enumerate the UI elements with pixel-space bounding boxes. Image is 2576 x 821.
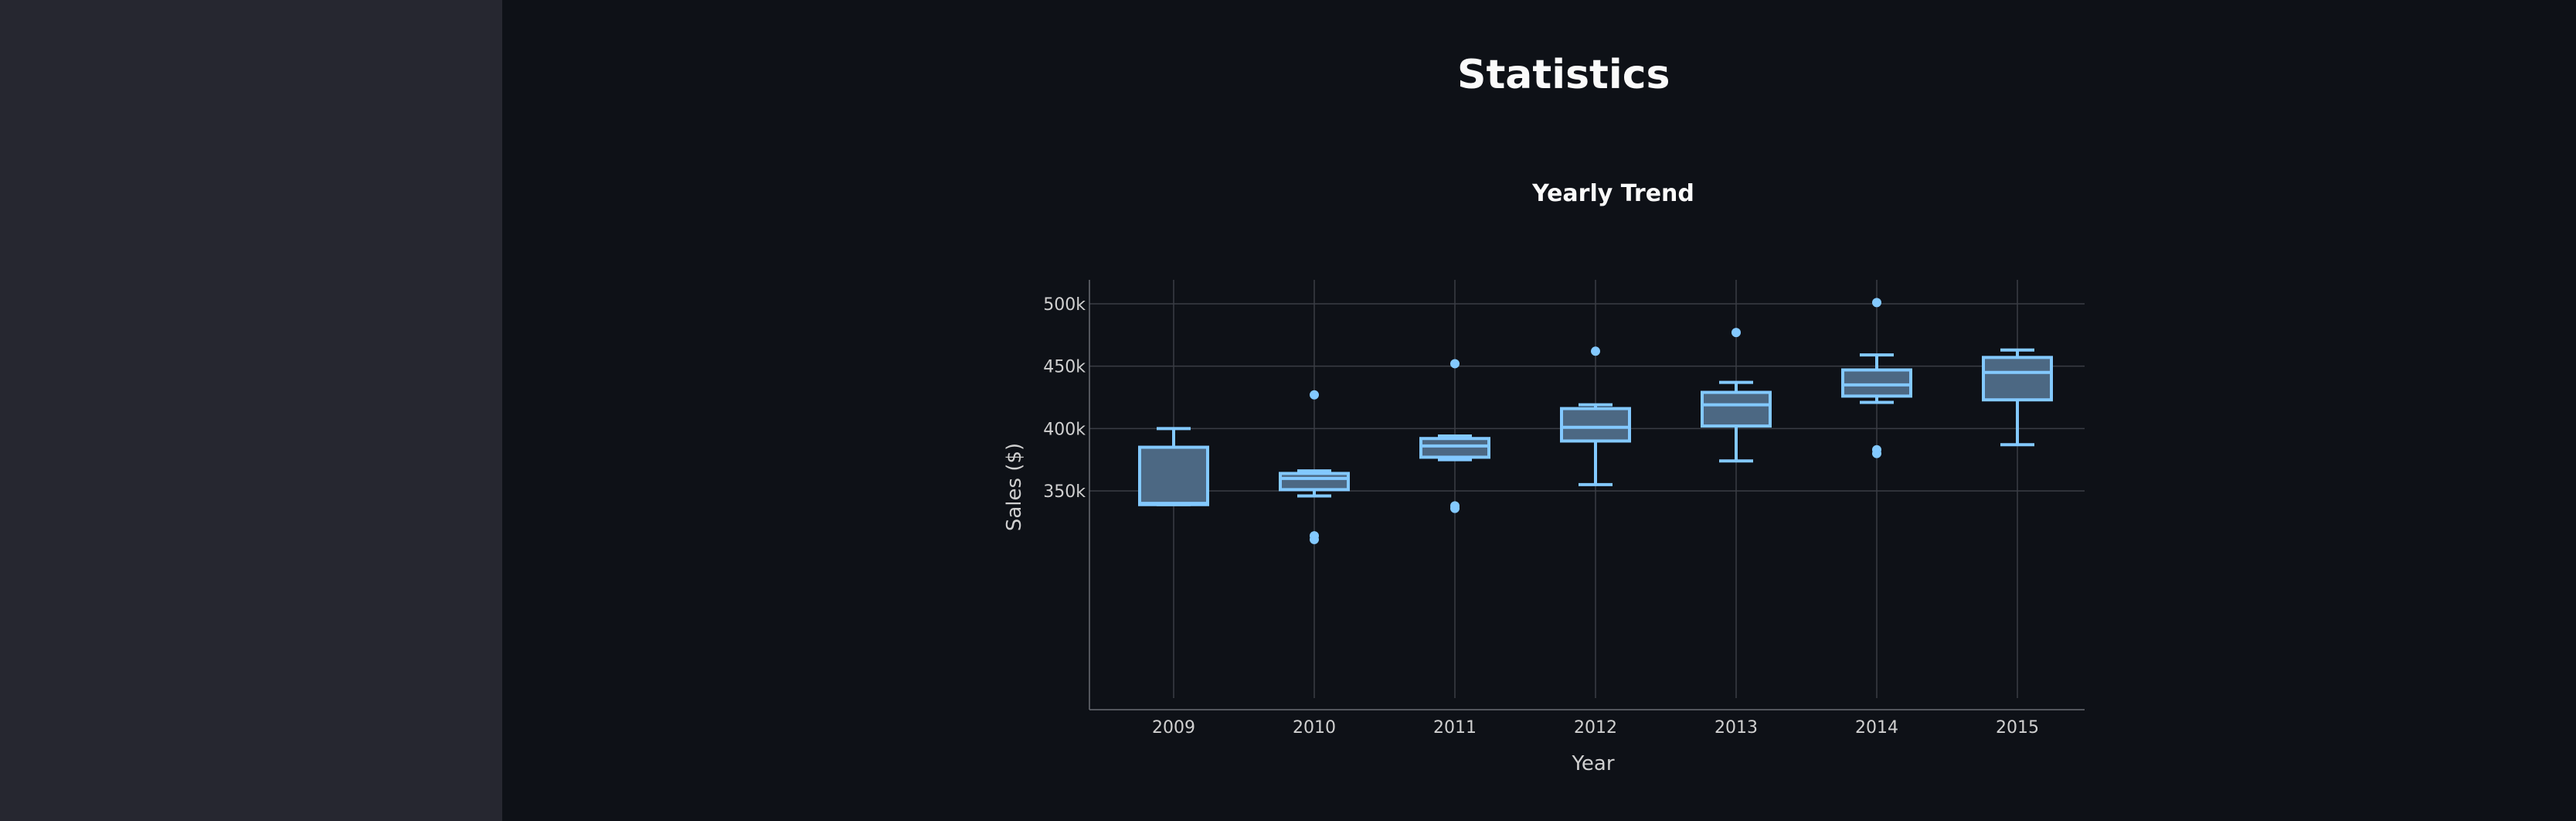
box-2010 xyxy=(1279,472,1350,492)
outlier-point xyxy=(1450,359,1460,369)
sidebar xyxy=(0,0,502,821)
box-2013 xyxy=(1701,390,1772,428)
box-2014 xyxy=(1841,368,1912,398)
outlier-point xyxy=(1872,448,1881,458)
y-tick-label: 500k xyxy=(1043,295,1086,315)
outlier-point xyxy=(1591,346,1600,356)
box-2012 xyxy=(1560,407,1631,443)
outlier-point xyxy=(1731,328,1741,338)
x-tick-label: 2010 xyxy=(1293,718,1336,738)
x-axis-label: Year xyxy=(1571,752,1614,775)
outlier-point xyxy=(1310,534,1319,544)
box-2009 xyxy=(1138,445,1209,506)
chart-title: Yearly Trend xyxy=(1531,180,1694,207)
x-tick-label: 2014 xyxy=(1855,718,1898,738)
y-tick-label: 400k xyxy=(1043,420,1086,439)
y-axis-label: Sales ($) xyxy=(1003,443,1026,531)
x-tick-label: 2009 xyxy=(1152,718,1195,738)
x-tick-label: 2012 xyxy=(1574,718,1617,738)
x-tick-label: 2015 xyxy=(1996,718,2039,738)
box-2015 xyxy=(1982,356,2053,402)
y-tick-label: 350k xyxy=(1043,482,1086,502)
outlier-point xyxy=(1450,503,1460,513)
y-tick-label: 450k xyxy=(1043,358,1086,377)
outlier-point xyxy=(1310,390,1319,400)
outlier-point xyxy=(1872,298,1881,308)
x-tick-label: 2011 xyxy=(1433,718,1477,738)
box-2011 xyxy=(1419,437,1490,459)
x-tick-label: 2013 xyxy=(1715,718,1758,738)
